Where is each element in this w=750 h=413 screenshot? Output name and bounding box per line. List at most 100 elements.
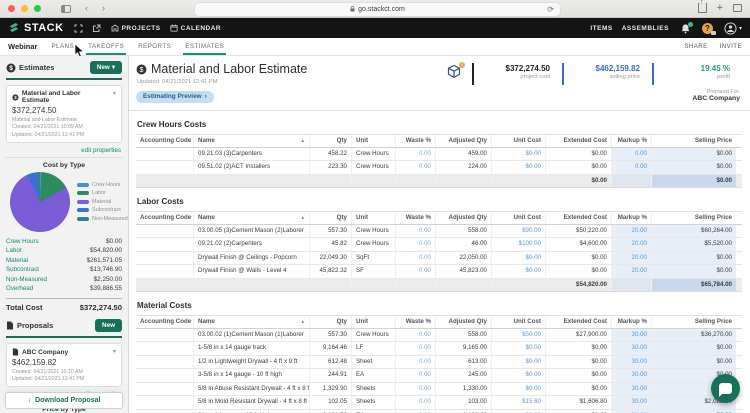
- action-invite[interactable]: INVITE: [719, 43, 742, 50]
- column-header-num[interactable]: Adjusted Qty: [436, 212, 492, 224]
- column-header-unit[interactable]: Unit: [352, 316, 396, 328]
- column-header-unit[interactable]: Unit: [352, 212, 396, 224]
- cost-type-label[interactable]: Material: [6, 256, 29, 264]
- column-header-ext[interactable]: Extended Cost: [546, 316, 612, 328]
- proposal-card[interactable]: ABC Company ▾ $462,159.82 Created: 04/21…: [6, 343, 122, 388]
- column-header-num[interactable]: Qty: [310, 316, 352, 328]
- cell-ext: $0.00: [546, 355, 612, 368]
- table-row[interactable]: Drywall Finish @ Ceilings - Popcorn 22,04…: [136, 251, 742, 265]
- column-header-name[interactable]: Name ▲: [194, 135, 310, 147]
- table-row[interactable]: 1/2 in Lightweight Drywall - 4 ft x 9 ft…: [136, 355, 742, 369]
- table-row[interactable]: 09.21.02 (2)Carpenters 45.82 Crew Hours 0.0…: [136, 238, 742, 252]
- table-row[interactable]: 5/8 in Abuse Resistant Drywall - 4 ft x …: [136, 382, 742, 396]
- cost-type-label[interactable]: Overhead: [6, 285, 34, 293]
- table-row[interactable]: 09.21.03 (3)Carpenters 458.22 Crew Hours 0.…: [136, 147, 742, 161]
- estimate-updated-text: Updated: 04/21/2021 12:41 PM: [137, 79, 218, 85]
- column-header-ext[interactable]: Extended Cost: [546, 212, 612, 224]
- table-row[interactable]: Drywall Finish @ Walls - Level 4 45,822.3…: [136, 265, 742, 279]
- cost-type-label[interactable]: Non-Measured: [6, 275, 47, 283]
- address-bar[interactable]: go.stackct.com ⟳: [195, 2, 560, 16]
- reload-icon[interactable]: ⟳: [547, 4, 554, 14]
- back-button[interactable]: ‹: [85, 3, 88, 13]
- assembly-cube-button[interactable]: !: [446, 62, 465, 84]
- chevron-down-icon[interactable]: ▾: [112, 91, 116, 97]
- tab-takeoffs[interactable]: TAKEOFFS: [86, 38, 127, 55]
- table-row[interactable]: 09.51.02 (2)ACT Installers 223.30 Crew Hou…: [136, 161, 742, 175]
- column-header-ucost[interactable]: Unit Cost: [492, 135, 546, 147]
- total-cell-ext: $54,820.00: [546, 278, 612, 291]
- column-header-acct[interactable]: Accounting Code: [136, 135, 194, 147]
- project-name[interactable]: Webinar: [8, 42, 38, 51]
- table-row[interactable]: 5/8 in Mold Resistant Drywall - 4 ft x 8…: [136, 396, 742, 410]
- chat-launcher-button[interactable]: [711, 374, 740, 403]
- cell-acct: [136, 342, 194, 355]
- browser-sidebar-icon[interactable]: [61, 4, 71, 13]
- table-row[interactable]: 3-5/8 in x 14 gauge - 10 ft high 244.91 EA…: [136, 369, 742, 383]
- column-header-waste[interactable]: Waste %: [396, 135, 436, 147]
- table-row[interactable]: 03.00.05 (3)Cement Mason (2)Laborer 557.3…: [136, 224, 742, 238]
- column-header-ext[interactable]: Extended Cost: [546, 135, 612, 147]
- column-header-name[interactable]: Name ▲: [194, 212, 310, 224]
- column-header-markup[interactable]: Markup %: [612, 212, 652, 224]
- tab-overview-icon[interactable]: [733, 2, 747, 12]
- column-header-waste[interactable]: Waste %: [396, 316, 436, 328]
- column-header-num[interactable]: Adjusted Qty: [436, 135, 492, 147]
- new-estimate-button[interactable]: New ▾: [89, 61, 122, 74]
- nav-projects[interactable]: PROJECTS: [111, 24, 161, 32]
- column-header-unit[interactable]: Unit: [352, 135, 396, 147]
- legend-label: Subcontract: [92, 207, 121, 213]
- cell-waste: 0.00: [396, 355, 436, 368]
- cost-type-label[interactable]: Crew Hours: [6, 237, 39, 245]
- column-header-num[interactable]: Qty: [310, 212, 352, 224]
- column-header-name[interactable]: Name ▲: [194, 316, 310, 328]
- column-header-ucost[interactable]: Unit Cost: [492, 212, 546, 224]
- close-window-button[interactable]: [8, 5, 15, 12]
- table-row[interactable]: 03.00.02 (1)Cement Mason (1)Laborer 557.3…: [136, 328, 742, 342]
- tab-reports[interactable]: REPORTS: [138, 43, 172, 50]
- estimate-card[interactable]: $ Material and Labor Estimate ▾ $372,274…: [6, 85, 122, 143]
- forward-button[interactable]: ›: [102, 3, 105, 13]
- table-row[interactable]: 6 in x 14 gauge - 10 ft high3,191.76EA0.…: [136, 409, 742, 413]
- column-header-sell[interactable]: Selling Price: [652, 135, 736, 147]
- help-icon[interactable]: ?: [701, 22, 716, 35]
- section-rule: [6, 78, 122, 80]
- nav-assemblies[interactable]: ASSEMBLIES: [621, 24, 669, 32]
- tab-estimates[interactable]: ESTIMATES: [183, 38, 226, 55]
- cost-type-value: $13,746.90: [90, 266, 122, 274]
- nav-items[interactable]: ITEMS: [590, 24, 613, 32]
- download-proposal-button[interactable]: ↓ Download Proposal: [5, 392, 123, 409]
- edit-properties-link[interactable]: edit properties: [81, 146, 121, 154]
- external-link-icon[interactable]: [92, 24, 101, 33]
- column-header-markup[interactable]: Markup %: [612, 316, 652, 328]
- column-header-sell[interactable]: Selling Price: [652, 316, 736, 328]
- estimating-preview-badge[interactable]: Estimating Preview ›: [136, 90, 214, 103]
- action-share[interactable]: SHARE: [684, 43, 708, 50]
- column-header-label: Markup %: [617, 318, 647, 325]
- chevron-down-icon[interactable]: ▾: [112, 349, 116, 356]
- cost-type-label[interactable]: Labor: [6, 247, 22, 255]
- new-proposal-button[interactable]: New: [95, 319, 122, 333]
- new-tab-icon[interactable]: +: [716, 2, 723, 14]
- column-header-acct[interactable]: Accounting Code: [136, 316, 194, 328]
- share-page-icon[interactable]: [697, 0, 707, 13]
- notifications-button[interactable]: [680, 21, 693, 34]
- cell-ext: $0.00: [546, 382, 612, 395]
- cell-unit: Sheet: [352, 355, 396, 368]
- tab-plans[interactable]: PLANS: [51, 43, 75, 50]
- column-header-waste[interactable]: Waste %: [396, 212, 436, 224]
- cost-type-label[interactable]: Subcontract: [6, 266, 40, 274]
- table-row[interactable]: 1-5/8 in x 14 gauge track 9,164.46 LF 0.00 9…: [136, 342, 742, 356]
- fullscreen-icon[interactable]: [74, 24, 83, 33]
- column-header-acct[interactable]: Accounting Code: [136, 212, 194, 224]
- column-header-num[interactable]: Qty: [310, 135, 352, 147]
- column-header-sell[interactable]: Selling Price: [652, 212, 736, 224]
- account-menu[interactable]: ▾: [724, 21, 742, 35]
- zoom-window-button[interactable]: [34, 5, 41, 12]
- stack-logo[interactable]: STACK: [8, 22, 64, 34]
- column-header-ucost[interactable]: Unit Cost: [492, 316, 546, 328]
- column-header-markup[interactable]: Markup %: [612, 135, 652, 147]
- nav-calendar[interactable]: CALENDAR: [169, 24, 221, 32]
- column-header-num[interactable]: Adjusted Qty: [436, 316, 492, 328]
- minimize-window-button[interactable]: [21, 5, 28, 12]
- cell-num: 46.00: [436, 238, 492, 251]
